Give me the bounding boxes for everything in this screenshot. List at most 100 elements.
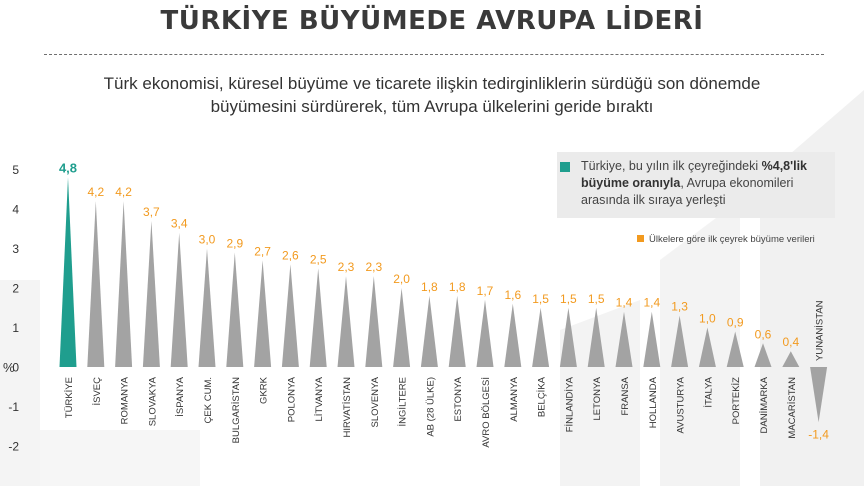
bar bbox=[754, 343, 772, 367]
value-label: 3,0 bbox=[199, 233, 216, 247]
y-tick-label: 5 bbox=[12, 163, 19, 177]
value-label: 2,6 bbox=[282, 248, 299, 262]
value-label: 2,9 bbox=[226, 236, 243, 250]
bar bbox=[281, 264, 299, 367]
value-labels-group: 4,8 4,2 4,2 3,7 3,4 3,0 2,9 2,7 2,6 2,5 2,3 2,3 2,0 1… bbox=[59, 160, 829, 441]
category-label: DANİMARKA bbox=[759, 376, 770, 433]
category-label: POLONYA bbox=[286, 376, 297, 422]
category-labels-group: TÜRKİYE İSVEÇ ROMANYA SLOVAKYA İSPANYA ÇEK CU… bbox=[64, 300, 826, 447]
category-label: HOLLANDA bbox=[648, 376, 659, 428]
value-label: 1,5 bbox=[560, 292, 577, 306]
category-label: ESTONYA bbox=[453, 376, 464, 421]
legend-label: Ülkelere göre ilk çeyrek büyüme verileri bbox=[649, 234, 815, 245]
bar bbox=[587, 307, 605, 367]
bar bbox=[476, 299, 494, 367]
bar bbox=[142, 220, 160, 367]
bar bbox=[309, 268, 327, 367]
bar bbox=[226, 252, 244, 367]
value-label: 3,7 bbox=[143, 205, 160, 219]
category-label: İSPANYA bbox=[175, 376, 186, 416]
bar bbox=[782, 351, 800, 367]
y-tick-label: 3 bbox=[12, 242, 19, 256]
y-tick-label: 2 bbox=[12, 282, 19, 296]
y-tick-label: -1 bbox=[8, 400, 19, 414]
bar bbox=[671, 315, 689, 367]
category-label: LİTVANYA bbox=[314, 376, 325, 421]
value-label: 4,8 bbox=[59, 160, 77, 175]
bar bbox=[532, 307, 550, 367]
callout-marker-icon bbox=[560, 162, 570, 172]
value-label: 1,5 bbox=[588, 292, 605, 306]
bar bbox=[59, 177, 77, 367]
category-label: SLOVENYA bbox=[370, 376, 381, 427]
value-label: 2,3 bbox=[365, 260, 382, 274]
bar bbox=[254, 260, 272, 367]
value-label: 3,4 bbox=[171, 217, 188, 231]
callout-text-before: Türkiye, bu yılın ilk çeyreğindeki bbox=[581, 159, 762, 173]
bar bbox=[198, 248, 216, 367]
value-label: 0,6 bbox=[755, 327, 772, 341]
category-label: SLOVAKYA bbox=[147, 376, 158, 426]
value-label: 1,6 bbox=[504, 288, 521, 302]
category-label: TÜRKİYE bbox=[64, 377, 75, 418]
callout-box: Türkiye, bu yılın ilk çeyreğindeki %4,8'… bbox=[557, 152, 835, 218]
value-label: 2,5 bbox=[310, 252, 327, 266]
category-label: AB (28 ÜLKE) bbox=[425, 377, 436, 437]
y-tick-label: 1 bbox=[12, 321, 19, 335]
bar bbox=[420, 295, 438, 367]
bar bbox=[170, 232, 188, 367]
legend: Ülkelere göre ilk çeyrek büyüme verileri bbox=[637, 234, 815, 245]
value-label: 1,5 bbox=[532, 292, 549, 306]
bar bbox=[365, 276, 383, 367]
bar bbox=[810, 367, 828, 423]
category-label: ÇEK CUM. bbox=[203, 377, 214, 423]
y-tick-label: 0 bbox=[12, 361, 19, 375]
category-label: İTALYA bbox=[703, 376, 714, 407]
title-divider bbox=[44, 54, 824, 55]
bar bbox=[87, 201, 105, 367]
callout-text-bold: %4,8'lik büyüme oranıyla bbox=[581, 159, 808, 190]
callout-text-after: , Avrupa ekonomileri arasında ilk sıraya… bbox=[581, 176, 794, 207]
value-label: 4,2 bbox=[87, 185, 104, 199]
value-label: 2,0 bbox=[393, 272, 410, 286]
category-label: BULGARİSTAN bbox=[231, 377, 242, 443]
value-label: 0,9 bbox=[727, 315, 744, 329]
bar bbox=[698, 327, 716, 367]
subtitle: Türk ekonomisi, küresel büyüme ve ticare… bbox=[103, 74, 761, 116]
value-label: 2,7 bbox=[254, 244, 271, 258]
category-label: ALMANYA bbox=[509, 376, 520, 421]
category-label: GKRK bbox=[259, 376, 270, 404]
category-label: LETONYA bbox=[592, 376, 603, 420]
bar bbox=[726, 331, 744, 367]
bar bbox=[643, 311, 661, 367]
legend-marker-icon bbox=[637, 234, 644, 242]
bar bbox=[115, 201, 133, 367]
value-label: 1,4 bbox=[643, 296, 660, 310]
y-tick-label: 4 bbox=[12, 203, 19, 217]
callout-text: Türkiye, bu yılın ilk çeyreğindeki %4,8'… bbox=[581, 158, 831, 209]
value-label: 1,8 bbox=[449, 280, 466, 294]
bar bbox=[337, 276, 355, 367]
category-label: İNGİLTERE bbox=[398, 377, 409, 426]
value-label: 1,3 bbox=[671, 300, 688, 314]
category-label: AVRO BÖLGESİ bbox=[481, 377, 492, 448]
bar bbox=[393, 288, 411, 367]
value-label: -1,4 bbox=[808, 427, 829, 441]
y-axis-unit-label: % bbox=[3, 360, 15, 375]
value-label: 4,2 bbox=[115, 185, 132, 199]
value-label: 0,4 bbox=[782, 335, 799, 349]
bars-group bbox=[59, 177, 828, 423]
value-label: 1,8 bbox=[421, 280, 438, 294]
category-label: HIRVATİSTAN bbox=[342, 377, 353, 438]
category-label: PORTEKİZ bbox=[731, 377, 742, 425]
bar bbox=[615, 311, 633, 367]
category-label: FRANSA bbox=[620, 376, 631, 415]
category-label: MACARİSTAN bbox=[787, 377, 798, 439]
category-label: FİNLANDİYA bbox=[564, 376, 575, 432]
category-label: AVUSTURYA bbox=[676, 376, 687, 433]
category-label: ROMANYA bbox=[120, 376, 131, 424]
category-label: YUNANİSTAN bbox=[815, 300, 826, 361]
category-label: BELÇİKA bbox=[537, 376, 548, 417]
